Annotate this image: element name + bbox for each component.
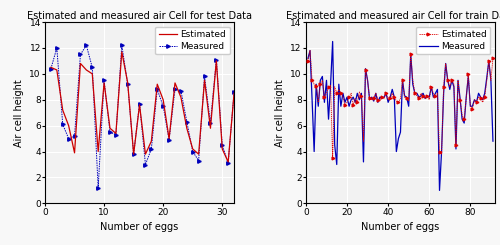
Line: Estimated: Estimated <box>306 49 494 159</box>
Estimated <box>107 127 113 130</box>
Estimated <box>190 147 196 150</box>
Measured <box>178 89 184 92</box>
Estimated <box>220 147 226 150</box>
Estimated <box>352 97 358 100</box>
Measured <box>436 189 442 192</box>
Measured <box>190 150 196 153</box>
Measured <box>350 96 356 99</box>
Measured <box>72 135 78 137</box>
Measured <box>107 131 113 134</box>
Measured <box>196 159 202 162</box>
Estimated <box>148 140 154 143</box>
Estimated <box>66 124 71 127</box>
Measured <box>95 186 101 189</box>
Title: Estimated and measured air Cell for test Data: Estimated and measured air Cell for test… <box>27 11 252 21</box>
Measured <box>488 79 494 82</box>
X-axis label: Number of eggs: Number of eggs <box>100 222 178 232</box>
Estimated <box>166 137 172 140</box>
Estimated <box>466 72 471 75</box>
Measured <box>54 47 60 49</box>
Measured <box>172 88 178 91</box>
Estimated <box>101 81 107 84</box>
Estimated <box>72 151 78 154</box>
Estimated <box>160 98 166 101</box>
Estimated <box>172 81 178 84</box>
Measured <box>160 105 166 108</box>
Estimated <box>214 60 220 62</box>
Legend: Estimated, Measured: Estimated, Measured <box>155 26 230 54</box>
Measured <box>354 92 360 95</box>
Estimated <box>330 157 336 159</box>
Y-axis label: Air cell height: Air cell height <box>14 79 24 147</box>
Estimated <box>231 92 237 95</box>
Measured <box>66 137 71 140</box>
Measured <box>48 67 54 70</box>
Measured <box>142 163 148 166</box>
Measured <box>119 44 125 47</box>
Measured <box>225 162 231 165</box>
Estimated <box>113 132 119 135</box>
Title: Estimated and measured air Cell for train Data: Estimated and measured air Cell for trai… <box>286 11 500 21</box>
Measured <box>414 92 420 95</box>
Estimated <box>119 50 125 53</box>
Estimated <box>48 66 54 69</box>
Measured <box>305 57 311 60</box>
Measured <box>136 102 142 105</box>
Measured <box>154 88 160 91</box>
Estimated <box>305 60 311 62</box>
Measured <box>231 90 237 93</box>
Estimated <box>488 79 494 82</box>
Estimated <box>490 57 496 60</box>
Measured <box>184 120 190 123</box>
Estimated <box>154 83 160 86</box>
Estimated <box>124 81 130 84</box>
Estimated <box>184 127 190 130</box>
Measured <box>328 83 334 86</box>
Y-axis label: Air cell height: Air cell height <box>274 79 284 147</box>
Measured <box>490 140 496 143</box>
Measured <box>208 122 214 124</box>
Estimated <box>95 150 101 153</box>
Measured <box>90 66 96 69</box>
Measured <box>166 138 172 141</box>
Line: Measured: Measured <box>308 41 493 190</box>
Estimated <box>208 127 214 130</box>
Measured <box>113 133 119 136</box>
Measured <box>466 75 471 78</box>
Estimated <box>90 72 96 75</box>
Estimated <box>225 160 231 163</box>
Estimated <box>202 79 207 82</box>
Estimated <box>60 109 66 111</box>
Estimated <box>196 153 202 156</box>
Measured <box>220 144 226 147</box>
Estimated <box>307 49 313 52</box>
Estimated <box>356 90 362 93</box>
Estimated <box>178 96 184 99</box>
Estimated <box>78 62 84 65</box>
Estimated <box>332 85 338 88</box>
Measured <box>148 147 154 150</box>
Line: Measured: Measured <box>49 44 236 190</box>
Measured <box>84 44 89 47</box>
Measured <box>60 123 66 126</box>
Legend: Estimated, Measured: Estimated, Measured <box>416 26 490 54</box>
Estimated <box>84 69 89 72</box>
Measured <box>130 153 136 156</box>
Estimated <box>416 97 422 100</box>
Measured <box>330 40 336 43</box>
Estimated <box>136 103 142 106</box>
Measured <box>214 58 220 61</box>
Measured <box>101 79 107 82</box>
Measured <box>202 75 207 78</box>
Estimated <box>54 69 60 72</box>
Measured <box>124 83 130 86</box>
Estimated <box>130 153 136 156</box>
Measured <box>78 53 84 56</box>
Estimated <box>142 153 148 156</box>
Line: Estimated: Estimated <box>51 52 234 162</box>
X-axis label: Number of eggs: Number of eggs <box>362 222 440 232</box>
